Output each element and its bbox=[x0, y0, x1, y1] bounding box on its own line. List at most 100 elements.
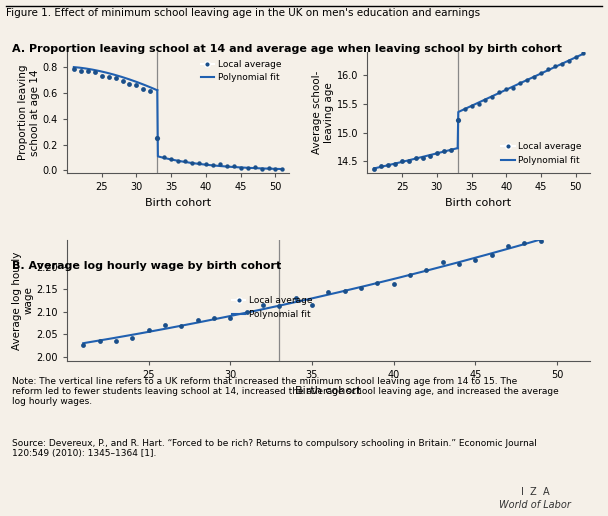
Point bbox=[383, 161, 393, 169]
Point bbox=[291, 294, 300, 302]
Point bbox=[97, 72, 106, 80]
Point bbox=[389, 280, 398, 288]
Point bbox=[83, 67, 92, 75]
Point bbox=[411, 154, 421, 163]
Point bbox=[571, 53, 581, 61]
Point bbox=[127, 334, 137, 342]
Point bbox=[143, 326, 153, 334]
Point bbox=[376, 162, 386, 170]
Point bbox=[421, 266, 431, 274]
Point bbox=[471, 256, 480, 264]
Legend: Local average, Polynomial fit: Local average, Polynomial fit bbox=[497, 139, 586, 169]
Text: A. Proportion leaving school at 14 and average age when leaving school by birth : A. Proportion leaving school at 14 and a… bbox=[12, 44, 562, 54]
Point bbox=[438, 259, 447, 267]
Point bbox=[418, 154, 428, 162]
Point bbox=[76, 67, 86, 75]
Point bbox=[69, 65, 78, 73]
Legend: Local average, Polynomial fit: Local average, Polynomial fit bbox=[197, 56, 285, 86]
Point bbox=[522, 76, 532, 85]
Point bbox=[111, 73, 120, 82]
Point bbox=[453, 116, 463, 124]
Point bbox=[307, 301, 317, 310]
Point bbox=[180, 157, 190, 165]
Point bbox=[215, 160, 225, 168]
Point bbox=[131, 81, 141, 89]
Y-axis label: Average school-
leaving age: Average school- leaving age bbox=[313, 71, 334, 154]
Point bbox=[454, 260, 464, 268]
Point bbox=[404, 157, 414, 165]
Point bbox=[578, 49, 588, 57]
Text: I  Z  A: I Z A bbox=[520, 487, 550, 497]
X-axis label: Birth cohort: Birth cohort bbox=[446, 198, 511, 207]
Point bbox=[193, 316, 202, 324]
Point bbox=[242, 308, 252, 316]
Point bbox=[278, 165, 288, 173]
Y-axis label: Average log hourly
wage: Average log hourly wage bbox=[12, 251, 33, 350]
Point bbox=[323, 288, 333, 297]
Point bbox=[274, 302, 284, 310]
Point bbox=[111, 336, 121, 345]
Point bbox=[271, 165, 280, 173]
Point bbox=[78, 341, 88, 349]
Point bbox=[90, 68, 100, 76]
Point bbox=[557, 60, 567, 69]
Point bbox=[145, 87, 155, 95]
Point bbox=[194, 158, 204, 167]
Point bbox=[432, 149, 441, 157]
Point bbox=[159, 152, 169, 160]
Text: Source: Devereux, P., and R. Hart. “Forced to be rich? Returns to compulsory sch: Source: Devereux, P., and R. Hart. “Forc… bbox=[12, 439, 537, 458]
Point bbox=[405, 271, 415, 280]
X-axis label: Birth cohort: Birth cohort bbox=[295, 386, 361, 396]
Point bbox=[536, 237, 545, 245]
Point bbox=[516, 79, 525, 87]
Point bbox=[508, 84, 518, 92]
Point bbox=[460, 105, 469, 114]
Point bbox=[503, 242, 513, 250]
Legend: Local average, Polynomial fit: Local average, Polynomial fit bbox=[228, 293, 316, 322]
Point bbox=[250, 164, 260, 172]
Point bbox=[373, 279, 382, 287]
Point bbox=[474, 100, 483, 108]
Y-axis label: Proportion leaving
school at age 14: Proportion leaving school at age 14 bbox=[18, 64, 40, 160]
Point bbox=[229, 162, 238, 170]
Text: Note: The vertical line refers to a UK reform that increased the minimum school : Note: The vertical line refers to a UK r… bbox=[12, 377, 559, 407]
Point bbox=[494, 88, 504, 96]
Point bbox=[425, 152, 435, 160]
Point bbox=[257, 165, 266, 173]
Point bbox=[502, 85, 511, 93]
Text: Figure 1. Effect of minimum school leaving age in the UK on men's education and : Figure 1. Effect of minimum school leavi… bbox=[6, 8, 480, 18]
Point bbox=[160, 321, 170, 329]
Point bbox=[397, 157, 407, 166]
Point bbox=[104, 73, 114, 82]
Point bbox=[167, 155, 176, 164]
Point bbox=[139, 85, 148, 93]
Point bbox=[356, 284, 366, 292]
Point bbox=[536, 69, 546, 77]
Point bbox=[236, 164, 246, 172]
Point bbox=[552, 229, 562, 237]
Point bbox=[208, 162, 218, 170]
Point bbox=[264, 164, 274, 172]
Point bbox=[446, 146, 455, 154]
Point bbox=[209, 314, 219, 322]
Point bbox=[488, 92, 497, 101]
Point bbox=[340, 286, 350, 295]
Point bbox=[125, 80, 134, 88]
Point bbox=[117, 76, 127, 85]
Point bbox=[258, 301, 268, 309]
Point bbox=[519, 239, 529, 247]
Point bbox=[467, 102, 477, 110]
Point bbox=[95, 337, 105, 345]
Point bbox=[487, 250, 497, 259]
Point bbox=[550, 62, 560, 70]
X-axis label: Birth cohort: Birth cohort bbox=[145, 198, 211, 207]
Point bbox=[390, 160, 400, 168]
Point bbox=[564, 57, 574, 65]
Point bbox=[439, 147, 449, 155]
Point bbox=[543, 65, 553, 73]
Point bbox=[530, 73, 539, 82]
Point bbox=[176, 322, 186, 330]
Point bbox=[153, 134, 162, 142]
Point bbox=[243, 164, 252, 172]
Point bbox=[369, 165, 379, 173]
